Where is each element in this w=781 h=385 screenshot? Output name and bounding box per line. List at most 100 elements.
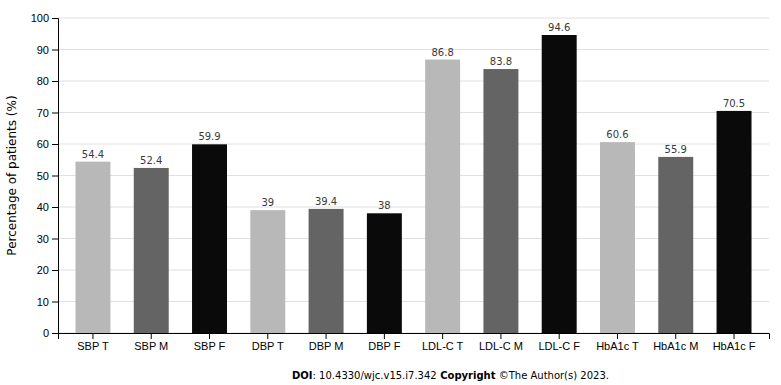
x-tick: DBP M <box>309 333 344 352</box>
data-label: 94.6 <box>548 22 570 33</box>
data-label: 83.8 <box>490 56 512 67</box>
grid-line <box>58 81 769 82</box>
data-label: 59.9 <box>198 131 220 142</box>
bar <box>483 69 518 333</box>
axis-line <box>52 19 59 334</box>
grid-line <box>58 49 769 50</box>
plot: 54.4 52.4 59.9 39 39.4 38 86.8 83.8 94.6 60.6 55.9… <box>31 12 770 352</box>
bar <box>717 111 752 333</box>
x-axis: SBP T SBP M SBP F DBP T DBP M DBP F LDL-C T LDL… <box>59 333 770 352</box>
x-tick: LDL-C M <box>479 333 523 352</box>
tick-label: LDL-C F <box>538 340 580 352</box>
tick-mark <box>500 333 501 339</box>
tick-label: 0 <box>43 327 49 339</box>
tick-mark <box>52 113 58 114</box>
tick-mark <box>92 333 93 339</box>
tick-mark <box>384 333 385 339</box>
tick-mark <box>52 207 58 208</box>
data-label: 70.5 <box>723 98 745 109</box>
y-tick: 0 <box>43 327 58 339</box>
tick-label: 60 <box>37 138 49 150</box>
x-tick: HbA1c T <box>596 333 639 352</box>
y-tick: 90 <box>37 44 58 56</box>
annotation: DOI: 10.4330/wjc.v15.i7.342 Copyright ©T… <box>292 370 609 381</box>
data-label: 52.4 <box>140 155 162 166</box>
chart: 54.4 52.4 59.9 39 39.4 38 86.8 83.8 94.6 60.6 55.9… <box>0 0 781 385</box>
tick-label: 40 <box>37 201 49 213</box>
y-tick: 70 <box>37 107 58 119</box>
tick-label: 80 <box>37 75 49 87</box>
annotation-part: : 10.4330/wjc.v15.i7.342 <box>313 370 437 381</box>
x-tick: HbA1c M <box>653 333 698 352</box>
tick-label: 20 <box>37 264 49 276</box>
axis-line <box>59 334 770 340</box>
bar <box>192 144 227 333</box>
data-label: 39.4 <box>315 196 337 207</box>
tick-mark <box>52 333 58 334</box>
grid-line <box>58 112 769 113</box>
tick-label: HbA1c T <box>596 340 639 352</box>
x-tick: DBP T <box>252 333 284 352</box>
tick-mark <box>52 270 58 271</box>
annotation-part: DOI <box>292 370 313 381</box>
x-tick: HbA1c F <box>713 333 756 352</box>
y-tick: 20 <box>37 264 58 276</box>
bar <box>250 210 285 333</box>
bar <box>75 162 110 333</box>
tick-label: DBP M <box>309 340 344 352</box>
bar <box>658 157 693 333</box>
x-tick: DBP F <box>368 333 400 352</box>
tick-mark <box>326 333 327 339</box>
tick-mark <box>52 81 58 82</box>
tick-mark <box>267 333 268 339</box>
tick-label: 10 <box>37 296 49 308</box>
tick-label: SBP T <box>77 340 109 352</box>
tick-mark <box>209 333 210 339</box>
data-label: 60.6 <box>606 129 628 140</box>
tick-label: 70 <box>37 107 49 119</box>
tick-mark <box>52 144 58 145</box>
y-axis: 0 10 20 30 40 50 60 70 80 90 100 <box>31 12 59 339</box>
data-label: 39 <box>261 197 274 208</box>
annotation-part: Copyright <box>437 370 496 381</box>
tick-label: LDL-C M <box>479 340 523 352</box>
bar <box>309 209 344 333</box>
data-label: 54.4 <box>82 149 104 160</box>
tick-mark <box>151 333 152 339</box>
x-tick: SBP M <box>134 333 168 352</box>
tick-mark <box>52 239 58 240</box>
grid-line <box>58 18 769 19</box>
y-axis-title: Percentage of patients (%) <box>5 95 19 255</box>
grid <box>58 18 769 333</box>
tick-mark <box>52 50 58 51</box>
bar <box>367 213 402 333</box>
tick-mark <box>675 333 676 339</box>
data-label: 55.9 <box>665 144 687 155</box>
tick-mark <box>52 176 58 177</box>
bars <box>75 35 751 333</box>
y-tick: 50 <box>37 170 58 182</box>
x-tick: SBP F <box>194 333 226 352</box>
x-tick: LDL-C F <box>538 333 580 352</box>
tick-label: 90 <box>37 44 49 56</box>
y-tick: 60 <box>37 138 58 150</box>
x-tick: SBP T <box>77 333 109 352</box>
tick-mark <box>52 302 58 303</box>
grid-line <box>58 144 769 145</box>
tick-label: HbA1c F <box>713 340 756 352</box>
tick-label: DBP T <box>252 340 284 352</box>
y-tick: 10 <box>37 296 58 308</box>
tick-label: 100 <box>31 12 49 24</box>
data-label: 86.8 <box>432 47 454 58</box>
tick-label: LDL-C T <box>422 340 464 352</box>
data-label: 38 <box>378 200 391 211</box>
bar <box>134 168 169 333</box>
y-tick: 100 <box>31 12 58 24</box>
y-tick: 40 <box>37 201 58 213</box>
tick-mark <box>52 18 58 19</box>
tick-label: DBP F <box>368 340 400 352</box>
tick-mark <box>442 333 443 339</box>
tick-mark <box>559 333 560 339</box>
tick-label: SBP F <box>194 340 226 352</box>
y-tick: 30 <box>37 233 58 245</box>
